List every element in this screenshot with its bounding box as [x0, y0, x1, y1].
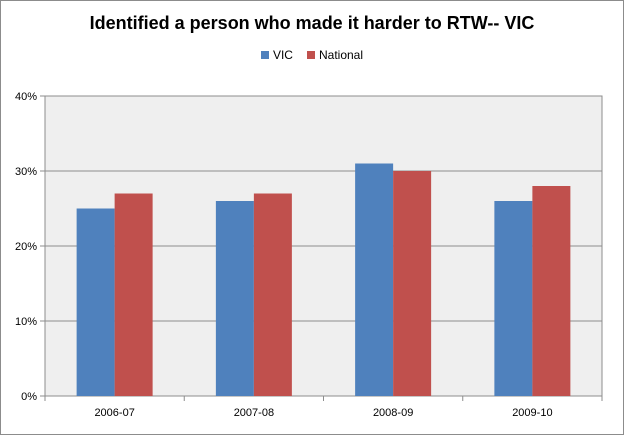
y-tick-label: 30% — [15, 166, 37, 178]
bar-vic — [355, 163, 394, 396]
x-tick-label: 2006-07 — [94, 407, 134, 419]
legend-swatch-national — [306, 51, 315, 59]
legend-item-national: National — [306, 48, 364, 62]
bar-national — [253, 193, 292, 396]
x-tick-label: 2009-10 — [512, 407, 552, 419]
y-tick-label: 20% — [15, 241, 37, 253]
chart-title: Identified a person who made it harder t… — [89, 13, 535, 33]
x-tick-label: 2007-08 — [234, 407, 274, 419]
bar-vic — [215, 201, 254, 396]
bar-vic — [494, 201, 533, 396]
y-tick-label: 40% — [15, 91, 37, 103]
legend-swatch-vic — [260, 51, 269, 59]
y-tick-label: 0% — [21, 391, 37, 403]
bar-national — [393, 171, 432, 396]
bar-national — [114, 193, 153, 396]
y-tick-label: 10% — [15, 316, 37, 328]
chart-legend: VIC National — [0, 48, 624, 62]
legend-label-national: National — [318, 48, 364, 62]
legend-item-vic: VIC — [260, 48, 293, 62]
bar-national — [532, 186, 571, 396]
legend-label-vic: VIC — [272, 48, 293, 62]
x-tick-label: 2008-09 — [373, 407, 413, 419]
bar-vic — [76, 208, 115, 396]
